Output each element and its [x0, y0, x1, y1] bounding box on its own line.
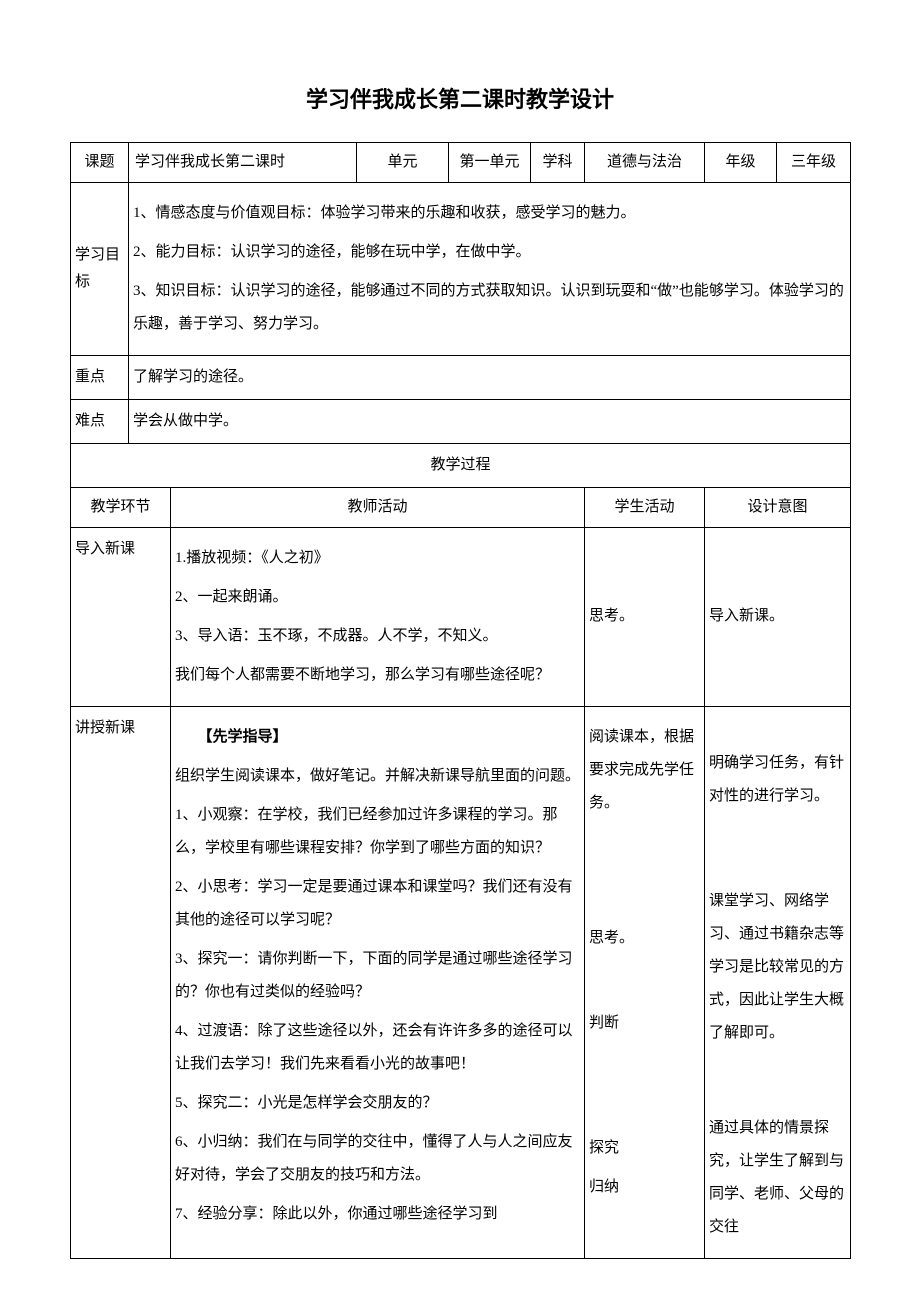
col-student: 学生活动 [585, 487, 705, 527]
teach-act-5: 4、过渡语：除了这些途径以外，还会有许许多多的途径可以让我们去学习！我们先来看看… [175, 1015, 580, 1081]
teach-student-3: 判断 [589, 1007, 700, 1040]
teach-intent-2: 课堂学习、网络学习、通过书籍杂志等学习是比较常见的方式，因此让学生大概了解即可。 [709, 885, 846, 1050]
intro-intent-1: 导入新课。 [709, 600, 846, 633]
label-grade: 年级 [705, 142, 777, 182]
objectives-row: 学习目标 1、情感态度与价值观目标：体验学习带来的乐趣和收获，感受学习的魅力。 … [71, 182, 851, 355]
topic-value: 学习伴我成长第二课时 [129, 142, 357, 182]
teach-student-2: 思考。 [589, 922, 700, 955]
difficulty-value: 学会从做中学。 [129, 399, 851, 443]
focus-row: 重点 了解学习的途径。 [71, 355, 851, 399]
teach-act-6: 5、探究二：小光是怎样学会交朋友的？ [175, 1087, 580, 1120]
intro-student-1: 思考。 [589, 600, 700, 633]
focus-value: 了解学习的途径。 [129, 355, 851, 399]
label-unit: 单元 [357, 142, 449, 182]
subject-value: 道德与法治 [585, 142, 705, 182]
objective-3: 3、知识目标：认识学习的途径，能够通过不同的方式获取知识。认识到玩耍和“做”也能… [133, 275, 846, 341]
teach-act-1: 组织学生阅读课本，做好笔记。并解决新课导航里面的问题。 [175, 760, 580, 793]
teach-section-label: 【先学指导】 [175, 721, 580, 754]
intro-act-4: 我们每个人都需要不断地学习，那么学习有哪些途径呢？ [175, 659, 580, 692]
label-subject: 学科 [531, 142, 585, 182]
label-focus: 重点 [71, 355, 129, 399]
teach-act-3: 2、小思考：学习一定是要通过课本和课堂吗？我们还有没有其他的途径可以学习呢？ [175, 871, 580, 937]
process-header-row: 教学过程 [71, 443, 851, 487]
teach-student-1: 阅读课本，根据要求完成先学任务。 [589, 721, 700, 820]
label-objectives: 学习目标 [71, 182, 129, 355]
teach-student-5: 归纳 [589, 1171, 700, 1204]
difficulty-row: 难点 学会从做中学。 [71, 399, 851, 443]
header-row: 课题 学习伴我成长第二课时 单元 第一单元 学科 道德与法治 年级 三年级 [71, 142, 851, 182]
process-col-row: 教学环节 教师活动 学生活动 设计意图 [71, 487, 851, 527]
intro-act-3: 3、导入语：玉不琢，不成器。人不学，不知义。 [175, 620, 580, 653]
process-row-intro: 导入新课 1.播放视频：《人之初》 2、一起来朗诵。 3、导入语：玉不琢，不成器… [71, 527, 851, 706]
col-intent: 设计意图 [705, 487, 851, 527]
teach-act-8: 7、经验分享：除此以外，你通过哪些途径学习到 [175, 1198, 580, 1231]
col-teacher: 教师活动 [171, 487, 585, 527]
teach-student-4: 探究 [589, 1132, 700, 1165]
lesson-table: 课题 学习伴我成长第二课时 单元 第一单元 学科 道德与法治 年级 三年级 学习… [70, 142, 851, 1259]
teach-act-4: 3、探究一：请你判断一下，下面的同学是通过哪些途径学习的？你也有过类似的经验吗？ [175, 943, 580, 1009]
unit-value: 第一单元 [449, 142, 531, 182]
col-stage: 教学环节 [71, 487, 171, 527]
intro-act-2: 2、一起来朗诵。 [175, 581, 580, 614]
objective-1: 1、情感态度与价值观目标：体验学习带来的乐趣和收获，感受学习的魅力。 [133, 197, 846, 230]
label-difficulty: 难点 [71, 399, 129, 443]
process-header: 教学过程 [71, 443, 851, 487]
teach-act-7: 6、小归纳：我们在与同学的交往中，懂得了人与人之间应友好对待，学会了交朋友的技巧… [175, 1126, 580, 1192]
teach-intent-1: 明确学习任务，有针对性的进行学习。 [709, 747, 846, 813]
objective-2: 2、能力目标：认识学习的途径，能够在玩中学，在做中学。 [133, 236, 846, 269]
page-title: 学习伴我成长第二课时教学设计 [70, 80, 850, 120]
stage-intro: 导入新课 [71, 527, 171, 706]
teach-intent-3: 通过具体的情景探究，让学生了解到与同学、老师、父母的交往 [709, 1112, 846, 1244]
label-topic: 课题 [71, 142, 129, 182]
grade-value: 三年级 [777, 142, 851, 182]
intro-act-1: 1.播放视频：《人之初》 [175, 542, 580, 575]
stage-teach: 讲授新课 [71, 706, 171, 1258]
teach-act-2: 1、小观察：在学校，我们已经参加过许多课程的学习。那么，学校里有哪些课程安排？你… [175, 799, 580, 865]
process-row-teach: 讲授新课 【先学指导】 组织学生阅读课本，做好笔记。并解决新课导航里面的问题。 … [71, 706, 851, 1258]
